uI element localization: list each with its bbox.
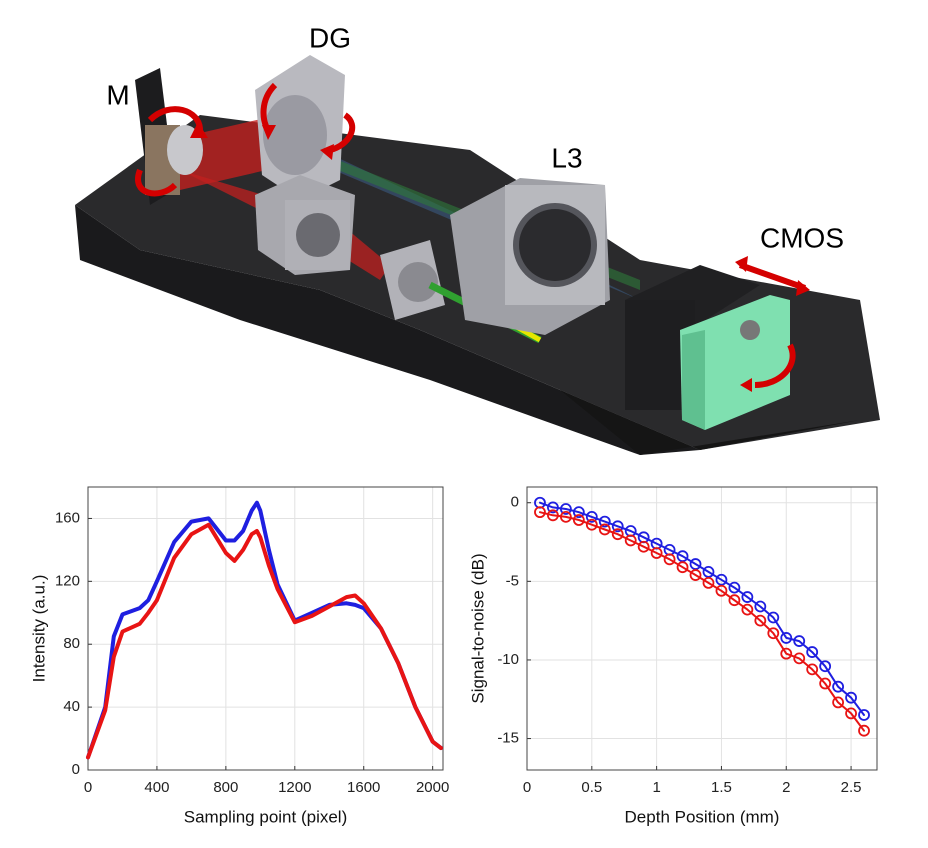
x-tick-label: 0 [84,779,92,796]
data-marker [689,558,702,570]
x-tick-label: 0 [523,779,531,796]
x-axis-label: Depth Position (mm) [625,807,780,826]
data-marker [728,581,741,594]
data-marker [650,547,663,559]
label-cmos: CMOS [760,222,844,253]
data-line [539,501,865,716]
label-m: M [106,79,129,110]
x-tick-label: 2.5 [841,779,862,796]
x-tick-label: 0.5 [581,779,602,796]
x-tick-label: 2000 [416,779,449,796]
data-marker [547,509,559,522]
y-tick-label: 0 [511,494,519,511]
optical-setup-render: M DG L3 CMOS [75,22,880,455]
data-marker [793,635,806,647]
x-tick-label: 2 [782,779,790,796]
data-marker [845,707,857,720]
data-marker [559,503,572,515]
data-marker [702,566,715,578]
data-marker [715,573,728,586]
plot-background [527,487,877,770]
data-marker [598,523,611,536]
data-line [539,511,865,732]
x-tick-label: 800 [213,779,238,796]
data-marker [767,627,780,640]
data-marker [767,611,780,624]
x-axis-label: Sampling point (pixel) [184,807,347,826]
data-marker [780,632,793,644]
label-l3: L3 [551,142,582,173]
data-marker [572,506,585,519]
data-marker [585,518,598,531]
x-tick-label: 1.5 [711,779,732,796]
y-tick-label: -15 [497,730,519,747]
data-marker [702,577,715,589]
y-axis-label: Signal-to-noise (dB) [468,553,487,703]
data-marker [663,553,676,566]
data-marker [832,680,845,693]
data-marker [611,520,624,533]
data-marker [547,501,559,514]
x-tick-label: 1 [652,779,660,796]
data-marker [832,696,845,709]
data-marker [598,515,611,528]
x-tick-label: 1200 [278,779,311,796]
data-marker [858,709,870,721]
data-marker [806,663,819,676]
data-marker [559,510,572,523]
data-marker [676,561,689,574]
data-marker [845,691,857,704]
plot-frame [526,486,878,771]
y-tick-label: 40 [63,698,80,715]
y-tick-label: 120 [55,572,80,589]
data-marker [858,724,870,737]
data-marker [754,614,767,627]
data-marker [676,550,689,563]
y-tick-label: 160 [55,509,80,526]
data-marker [715,584,728,597]
label-dg: DG [309,22,351,53]
data-marker [741,591,754,603]
y-axis-label: Intensity (a.u.) [29,575,48,683]
data-line [86,522,443,760]
data-marker [780,647,793,660]
plot-frame [87,486,444,771]
data-marker [741,603,754,616]
data-marker [534,506,546,519]
data-marker [572,514,585,526]
data-marker [819,677,832,690]
y-tick-label: -5 [506,572,519,589]
data-marker [728,594,741,607]
data-marker [611,528,624,541]
data-marker [754,600,767,613]
data-marker [806,646,819,658]
x-tick-label: 1600 [347,779,380,796]
x-tick-label: 400 [144,779,169,796]
data-marker [585,510,598,523]
data-marker [793,652,806,665]
data-marker [624,534,637,547]
data-marker [689,569,702,581]
y-tick-label: 80 [63,635,80,652]
data-marker [819,660,832,673]
y-tick-label: -10 [497,651,519,668]
data-marker [637,540,650,553]
y-tick-label: 0 [72,761,80,778]
